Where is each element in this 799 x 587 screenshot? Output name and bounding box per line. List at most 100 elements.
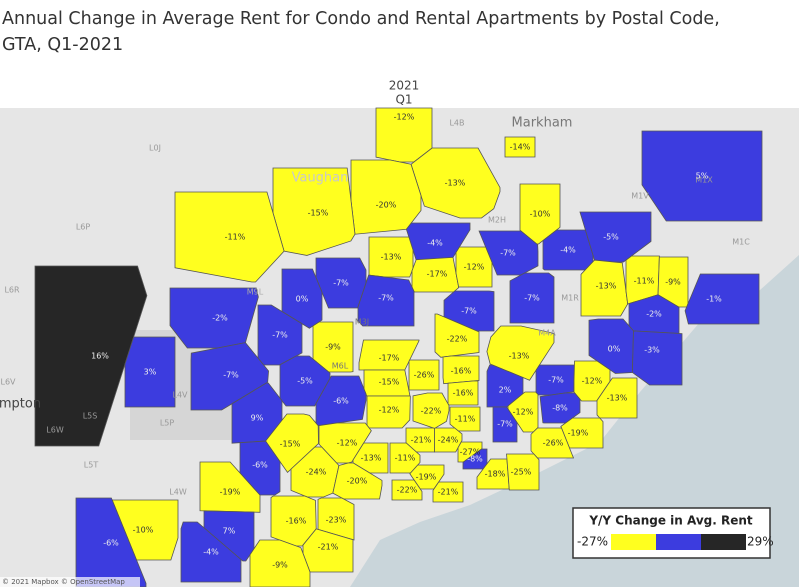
region-label: -8% [552,404,568,413]
region-label: -26% [543,439,564,448]
region-label: -17% [427,270,448,279]
place-label: L6V [0,378,16,387]
postal-region [270,495,317,547]
place-label: M4A [538,329,556,338]
postal-region [357,274,415,327]
postal-region [180,521,242,583]
region-label: 7% [223,527,236,536]
postal-region [684,273,760,325]
postal-region [478,230,539,276]
postal-region [412,392,450,429]
region-label: -6% [333,397,349,406]
region-label: -22% [397,486,418,495]
region-label: -16% [451,367,472,376]
region-label: -7% [497,420,513,429]
place-label: Markham [512,116,573,131]
region-label: -10% [133,526,154,535]
postal-region [519,183,561,245]
region-label: -20% [347,477,368,486]
place-label: L5T [84,461,99,470]
region-label: -15% [308,209,329,218]
place-label: L4B [449,119,464,128]
postal-region [509,272,555,324]
legend-swatch [656,534,701,550]
legend-max: 29% [747,535,774,549]
region-label: -19% [416,473,437,482]
postal-region [447,380,479,406]
place-label: L4V [172,391,188,400]
region-label: -10% [530,210,551,219]
region-label: 0% [608,345,621,354]
postal-region [442,355,480,385]
place-label: L5S [83,412,98,421]
postal-region [315,375,367,427]
place-label: L6P [76,223,91,232]
region-label: -19% [568,429,589,438]
place-label: L6W [46,426,64,435]
postal-region [443,290,495,332]
region-label: 0% [296,295,309,304]
region-label: -7% [333,279,349,288]
postal-region [391,479,423,501]
place-label: M1V [631,192,649,201]
region-label: 9% [251,414,264,423]
postal-region [506,453,540,491]
region-label: -24% [438,436,459,445]
postal-region [631,330,683,386]
region-label: -9% [665,278,681,287]
postal-region [34,265,148,447]
place-label: M9L [247,288,264,297]
region-label: -20% [376,201,397,210]
place-label: L6R [4,286,20,295]
region-label: -2% [646,310,662,319]
column-quarter: Q1 [395,93,412,107]
region-label: -12% [582,377,603,386]
region-label: -4% [203,548,219,557]
region-label: -4% [560,246,576,255]
legend-swatch [701,534,746,550]
region-label: -16% [453,389,474,398]
region-label: 5% [696,172,709,181]
region-label: -8% [467,455,483,464]
postal-region [434,313,480,358]
postal-region [625,255,660,305]
region-label: -9% [272,561,288,570]
postal-region [432,481,464,503]
postal-region [332,462,383,500]
region-label: -6% [252,461,268,470]
place-label: L5P [160,419,175,428]
region-label: -13% [509,352,530,361]
region-label: -22% [447,335,468,344]
region-label: -7% [524,294,540,303]
region-label: -7% [548,376,564,385]
postal-region [124,336,176,408]
region-label: -7% [272,331,288,340]
region-label: -21% [411,436,432,445]
postal-region [560,417,604,449]
region-label: -12% [379,406,400,415]
region-label: -11% [634,277,655,286]
region-label: -7% [378,294,394,303]
region-label: -12% [394,113,415,122]
region-label: -7% [223,371,239,380]
attribution: © 2021 Mapbox © OpenStreetMap [2,578,125,586]
place-label: mpton [0,397,41,412]
region-label: 16% [91,352,109,361]
region-label: -11% [225,233,246,242]
place-label: M6L [332,362,349,371]
legend-min: -27% [577,535,608,549]
postal-region [317,497,355,541]
legend-swatch [611,534,656,550]
region-label: -16% [286,517,307,526]
region-label: 2% [499,386,512,395]
postal-region [492,406,518,443]
place-label: M3J [355,318,369,327]
postal-region [389,442,421,474]
postal-region [408,359,440,391]
region-label: -25% [511,468,532,477]
region-label: -13% [607,394,628,403]
lake [350,255,799,587]
place-label: M1R [561,294,579,303]
postal-region [75,497,147,587]
